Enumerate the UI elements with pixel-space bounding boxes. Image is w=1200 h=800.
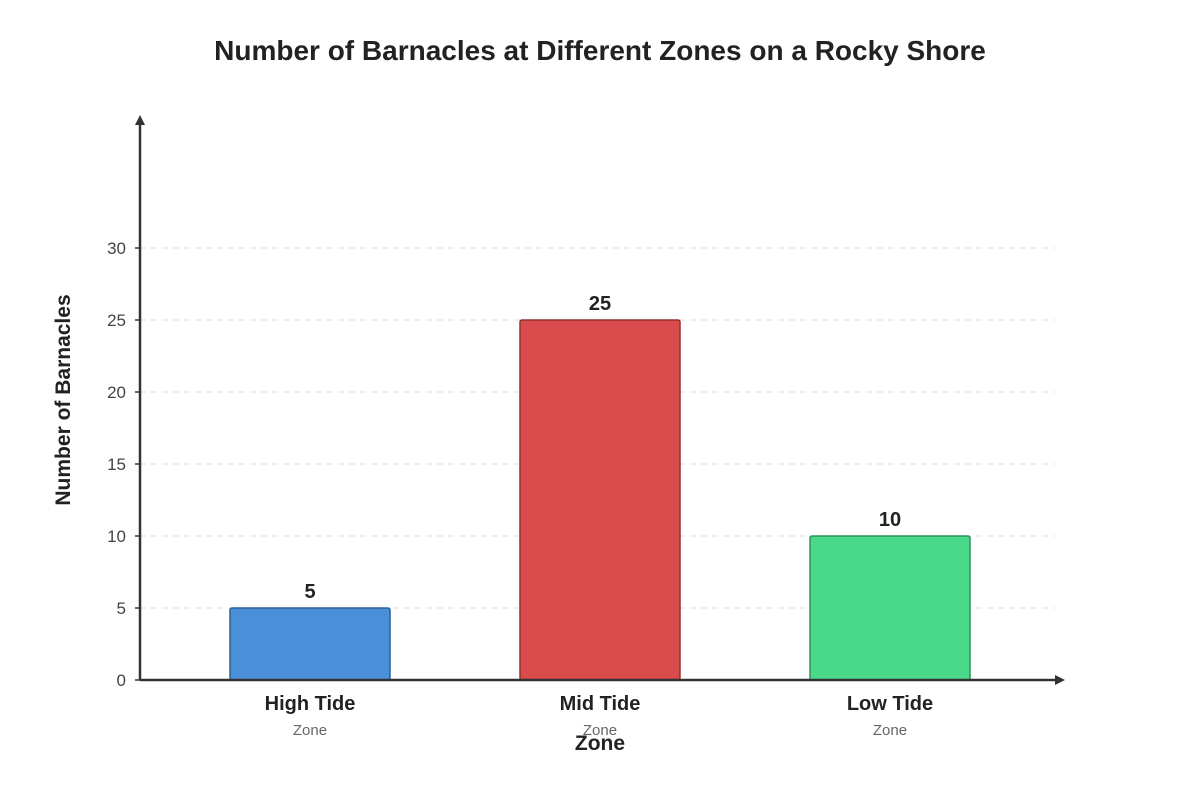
y-tick-label: 20 — [107, 383, 126, 402]
y-tick-label: 10 — [107, 527, 126, 546]
y-axis-ticks: 0 5 10 15 20 25 30 — [107, 239, 140, 690]
y-tick-label: 25 — [107, 311, 126, 330]
x-category-label: High Tide — [265, 693, 356, 715]
x-category-sublabel: Zone — [873, 722, 907, 739]
x-axis-label: Zone — [575, 732, 625, 755]
bar-high-tide — [229, 607, 391, 681]
y-tick-label: 30 — [107, 239, 126, 258]
data-labels: 5 25 10 — [304, 293, 901, 603]
x-category-label: Low Tide — [847, 693, 933, 715]
y-tick-label: 0 — [117, 671, 126, 690]
bar-low-tide — [809, 535, 971, 681]
data-label: 5 — [304, 581, 315, 603]
x-category-sublabel: Zone — [293, 722, 327, 739]
y-axis-label: Number of Barnacles — [52, 294, 75, 505]
y-tick-label: 15 — [107, 455, 126, 474]
bar-mid-tide — [519, 319, 681, 681]
x-category-label: Mid Tide — [560, 693, 641, 715]
x-axis-categories: High Tide Zone Mid Tide Zone Low Tide Zone — [265, 693, 934, 739]
data-label: 10 — [879, 509, 901, 531]
bars — [229, 319, 971, 681]
data-label: 25 — [589, 293, 611, 315]
y-tick-label: 5 — [117, 599, 126, 618]
x-category-sublabel: Zone — [583, 722, 617, 739]
chart-title: Number of Barnacles at Different Zones o… — [214, 35, 986, 66]
